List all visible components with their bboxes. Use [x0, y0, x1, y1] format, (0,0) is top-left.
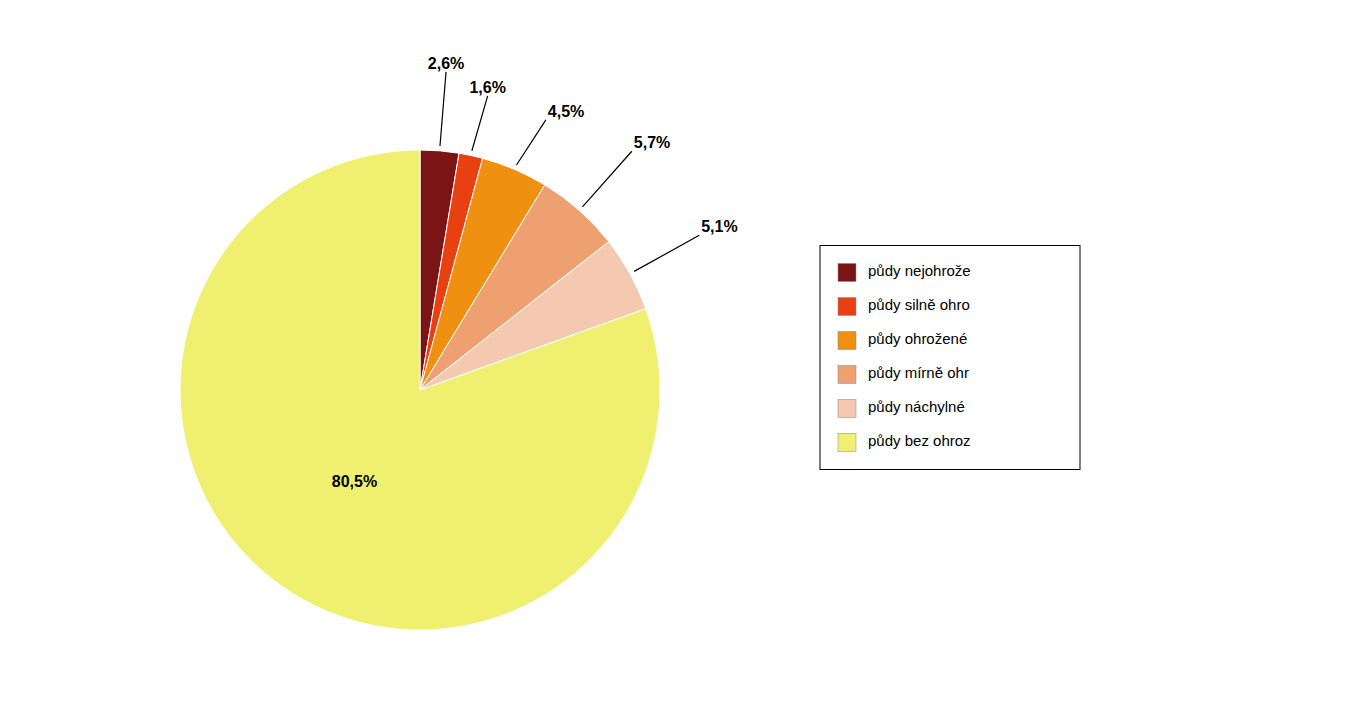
chart-container: 80,5%2,6%1,6%4,5%5,7%5,1%půdy nejohrožep… [0, 0, 1367, 715]
legend-item: půdy ohrožené [838, 330, 967, 349]
data-label: 80,5% [332, 473, 377, 490]
legend: půdy nejohrože půdy silně ohro půdy ohrože… [820, 246, 1080, 470]
legend-item: půdy náchylné [838, 398, 965, 417]
data-label: 1,6% [469, 79, 505, 96]
legend-swatch [838, 332, 856, 350]
data-label: 5,7% [634, 134, 670, 151]
legend-item: půdy nejohrože [838, 262, 971, 281]
legend-swatch [838, 400, 856, 418]
legend-frame [820, 246, 1080, 470]
leader-line [472, 96, 488, 151]
legend-label: půdy náchylné [868, 398, 965, 415]
legend-item: půdy silně ohro [838, 296, 970, 315]
leader-line [440, 72, 446, 146]
legend-label: půdy mírně ohr [868, 364, 969, 381]
legend-label: půdy nejohrože [868, 262, 971, 279]
data-labels: 80,5% 2,6% 1,6% 4,5% 5,7% 5,1% [332, 55, 738, 491]
legend-swatch [838, 366, 856, 384]
chart-svg: 80,5%2,6%1,6%4,5%5,7%5,1%půdy nejohrožep… [0, 0, 1367, 715]
legend-item: půdy mírně ohr [838, 364, 969, 383]
legend-swatch [838, 264, 856, 282]
pie: 80,5% 2,6% 1,6% 4,5% 5,7% 5,1% [180, 55, 738, 630]
legend-label: půdy silně ohro [868, 296, 970, 313]
legend-item: půdy bez ohroz [838, 432, 971, 451]
leader-line [634, 235, 699, 271]
legend-label: půdy ohrožené [868, 330, 967, 347]
leader-line [582, 151, 631, 207]
leader-line [517, 120, 546, 165]
slices [180, 150, 660, 630]
data-label: 5,1% [701, 218, 737, 235]
legend-label: půdy bez ohroz [868, 432, 971, 449]
data-label: 2,6% [428, 55, 464, 72]
legend-swatch [838, 434, 856, 452]
pie-slice [180, 150, 660, 630]
data-label: 4,5% [548, 103, 584, 120]
legend-swatch [838, 298, 856, 316]
